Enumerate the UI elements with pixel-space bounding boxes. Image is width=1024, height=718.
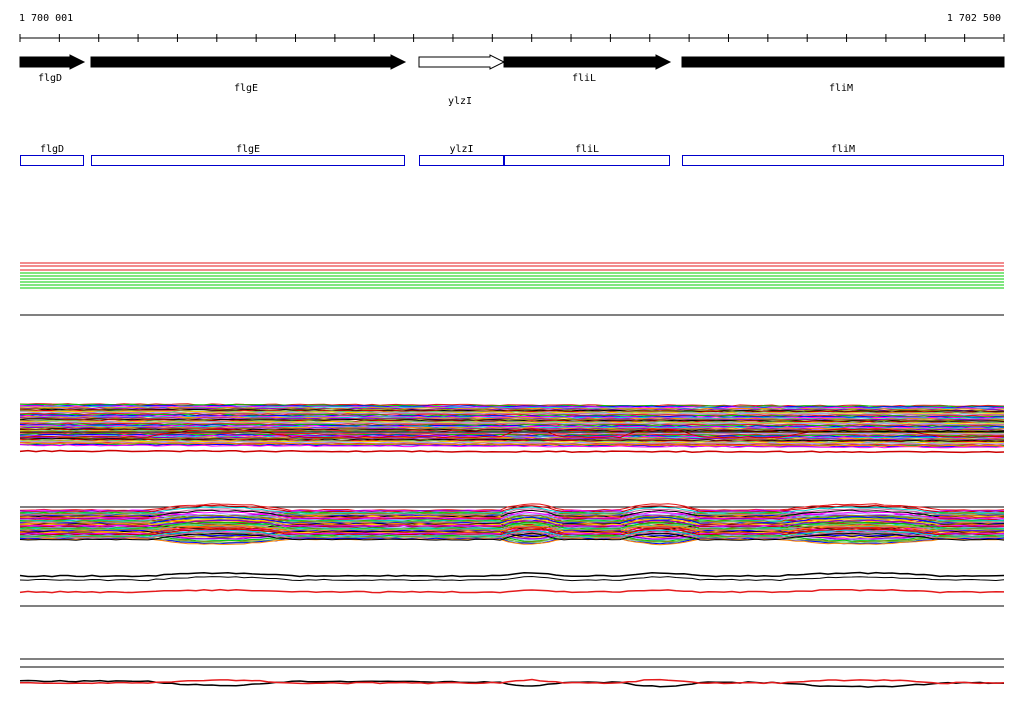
track-line-band2 xyxy=(20,410,1005,415)
track-line-band3 xyxy=(19,509,1005,518)
track-line-band2 xyxy=(19,403,1005,407)
annotation-label-ylzI: ylzI xyxy=(449,144,473,155)
track-line-band3 xyxy=(19,532,1005,541)
track-line-black xyxy=(19,571,1005,578)
annotation-box-flgE xyxy=(91,155,405,166)
gene-label-flgE: flgE xyxy=(234,83,258,94)
track-line-band3 xyxy=(19,516,1005,525)
gene-label-ylzI: ylzI xyxy=(448,96,472,107)
track-line-band2 xyxy=(19,421,1005,426)
track-line-band3 xyxy=(19,529,1005,538)
track-line-band3 xyxy=(19,526,1005,535)
track-line-band3 xyxy=(19,536,1005,544)
gene-arrow-ylzI xyxy=(418,54,506,70)
coordinate-axis xyxy=(19,34,1005,42)
track-line-band3 xyxy=(19,527,1005,536)
annotation-label-fliM: fliM xyxy=(831,144,855,155)
track-line-band2 xyxy=(19,417,1004,422)
track-line-band3 xyxy=(19,517,1004,526)
track-line-black xyxy=(19,679,1005,688)
gene-track: flgD flgE ylzI fliL fliM xyxy=(19,54,1005,107)
track-line-band3 xyxy=(19,524,1005,533)
annotation-label-flgD: flgD xyxy=(40,144,64,155)
track-line-band3 xyxy=(19,503,1005,512)
gene-arrow-flgE xyxy=(90,54,407,70)
track-line-band2 xyxy=(19,437,1005,442)
annotation-box-flgD xyxy=(20,155,84,166)
expression-tracks xyxy=(19,262,1005,688)
track-line-black xyxy=(19,575,1005,582)
track-line-band3 xyxy=(19,534,1005,542)
track-line-band2 xyxy=(19,410,1005,415)
track-line-band2 xyxy=(19,409,1005,414)
track-line-band2 xyxy=(19,405,1005,410)
track-line-band3 xyxy=(19,538,1005,546)
track-line-band3 xyxy=(19,522,1005,531)
track-line-band2 xyxy=(19,442,1005,447)
track-line-band2 xyxy=(19,407,1005,412)
track-line-band3 xyxy=(19,508,1005,517)
annotation-box-fliL xyxy=(504,155,670,166)
track-line-band2 xyxy=(19,437,1005,442)
region-start-coordinate: 1 700 001 xyxy=(19,13,74,24)
track-line-band2 xyxy=(19,414,1005,419)
region-end-coordinate: 1 702 500 xyxy=(946,13,1001,24)
track-line-band3 xyxy=(19,511,1005,520)
track-line-band2 xyxy=(19,407,1005,412)
track-line-band2 xyxy=(19,449,1005,454)
track-line-band2 xyxy=(19,416,1005,421)
track-line-band3 xyxy=(19,519,1005,528)
annotation-label-fliL: fliL xyxy=(575,144,599,155)
gene-label-fliM: fliM xyxy=(829,83,853,94)
track-line-band3 xyxy=(19,533,1005,541)
annotation-box-ylzI xyxy=(419,155,504,166)
annotation-box-fliM xyxy=(682,155,1004,166)
annotation-label-flgE: flgE xyxy=(236,144,260,155)
track-line-band3 xyxy=(19,514,1005,523)
track-line-band2 xyxy=(19,421,1005,426)
track-line-band2 xyxy=(19,426,1005,430)
track-line-band2 xyxy=(19,419,1005,424)
gene-label-fliL: fliL xyxy=(572,73,596,84)
track-line-band3 xyxy=(19,530,1005,540)
gene-arrow-fliL xyxy=(503,54,672,70)
gene-label-flgD: flgD xyxy=(38,73,62,84)
annotation-track: flgD flgE ylzI fliL fliM xyxy=(20,144,1004,166)
track-line-band3 xyxy=(19,521,1004,530)
track-line-band2 xyxy=(19,444,1005,449)
track-line-red xyxy=(19,588,1005,594)
track-line-band3 xyxy=(19,512,1005,521)
track-line-red xyxy=(19,678,1005,685)
track-line-band2 xyxy=(19,403,1005,408)
gene-arrow-fliM xyxy=(681,56,1005,68)
track-line-band3 xyxy=(19,506,1005,515)
track-line-band3 xyxy=(19,504,1005,513)
gene-arrow-flgD xyxy=(19,54,86,70)
